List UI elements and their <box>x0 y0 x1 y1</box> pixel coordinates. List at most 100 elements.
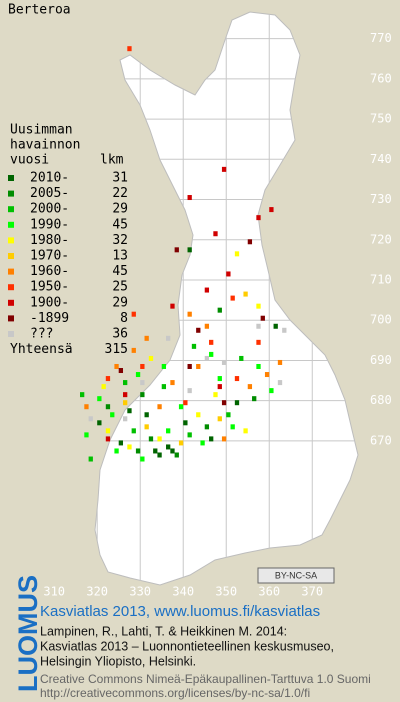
legend-swatch <box>8 253 14 259</box>
observation-square <box>234 251 240 257</box>
observation-square <box>230 295 235 301</box>
legend-swatch <box>8 331 14 337</box>
legend-count: 13 <box>112 249 128 264</box>
observation-square <box>187 311 192 317</box>
observation-square <box>217 384 222 390</box>
observation-square <box>234 376 240 382</box>
observation-square <box>243 428 248 434</box>
observation-square <box>269 207 274 213</box>
observation-square <box>230 424 235 430</box>
legend-label: 1970- <box>30 249 69 264</box>
observation-square <box>123 400 128 406</box>
observation-square <box>123 392 128 398</box>
observation-square <box>252 396 257 402</box>
observation-square <box>273 323 278 329</box>
observation-square <box>256 363 261 369</box>
observation-square <box>166 335 171 341</box>
observation-square <box>97 420 102 426</box>
observation-square <box>131 347 136 353</box>
observation-square <box>256 339 261 345</box>
x-tick-label: 330 <box>129 585 151 599</box>
observation-square <box>269 388 274 394</box>
observation-square <box>114 363 119 369</box>
observation-square <box>196 327 201 333</box>
legend-swatch <box>8 315 14 322</box>
observation-square <box>226 271 231 277</box>
observation-square <box>97 396 102 402</box>
citation: Lampinen, R., Lahti, T. & Heikkinen M. 2… <box>40 624 287 638</box>
observation-square <box>217 307 222 313</box>
legend-count: 36 <box>112 327 128 342</box>
observation-square <box>157 436 162 442</box>
legend-label: 1950- <box>30 280 69 295</box>
y-tick-label: 720 <box>370 232 392 246</box>
observation-square <box>277 380 283 386</box>
observation-square <box>277 359 283 365</box>
observation-square <box>148 436 154 442</box>
observation-square <box>221 400 227 406</box>
legend-count: 45 <box>112 217 128 232</box>
observation-square <box>234 400 240 406</box>
legend-count: 31 <box>112 171 128 186</box>
legend-swatch <box>8 237 14 244</box>
observation-square <box>144 412 149 418</box>
legend-count-heading: lkm <box>100 153 124 168</box>
observation-square <box>247 384 253 390</box>
observation-square <box>282 327 287 333</box>
legend-label: 2010- <box>30 171 69 186</box>
x-tick-label: 360 <box>258 585 280 599</box>
observation-square <box>131 428 136 434</box>
cc-badge: BY-NC-SA <box>275 570 317 580</box>
observation-square <box>209 339 214 345</box>
legend-swatch <box>8 221 14 228</box>
observation-square <box>221 359 227 365</box>
observation-square <box>140 456 145 462</box>
observation-square <box>196 363 201 369</box>
x-tick-label: 340 <box>172 585 194 599</box>
observation-square <box>110 412 115 418</box>
observation-square <box>217 376 222 382</box>
observation-square <box>183 420 188 426</box>
legend-label: 1990- <box>30 217 69 232</box>
observation-square <box>200 440 205 446</box>
y-tick-label: 750 <box>370 112 392 126</box>
observation-square <box>157 404 162 410</box>
observation-square <box>166 428 171 434</box>
legend-label: ??? <box>30 327 53 342</box>
y-tick-label: 690 <box>370 353 392 367</box>
observation-square <box>204 323 210 329</box>
observation-square <box>161 363 167 369</box>
citation: Helsingin Yliopisto, Helsinki. <box>40 654 196 668</box>
observation-square <box>144 424 149 430</box>
y-tick-label: 760 <box>370 71 392 85</box>
observation-square <box>226 412 231 418</box>
cc-badge-box <box>257 567 335 584</box>
total-count: 315 <box>105 342 128 357</box>
observation-square <box>178 404 184 410</box>
observation-square <box>204 355 210 361</box>
observation-square <box>187 432 192 438</box>
observation-square <box>187 247 192 253</box>
legend-label: 1980- <box>30 233 69 248</box>
observation-square <box>127 444 132 450</box>
observation-square <box>204 287 210 293</box>
y-tick-label: 710 <box>370 272 392 286</box>
observation-square <box>217 416 222 422</box>
observation-square <box>204 424 210 430</box>
observation-square <box>161 384 167 390</box>
observation-square <box>264 372 270 378</box>
observation-square <box>118 368 124 374</box>
observation-square <box>187 388 192 394</box>
observation-square <box>170 380 175 386</box>
legend-label: 2000- <box>30 202 69 217</box>
observation-square <box>88 456 93 462</box>
observation-square <box>140 380 145 386</box>
legend-swatch <box>8 268 14 275</box>
legend-count: 22 <box>112 186 128 201</box>
observation-square <box>127 46 132 52</box>
y-tick-label: 700 <box>370 313 392 327</box>
observation-square <box>123 380 128 386</box>
y-tick-label: 740 <box>370 152 392 166</box>
